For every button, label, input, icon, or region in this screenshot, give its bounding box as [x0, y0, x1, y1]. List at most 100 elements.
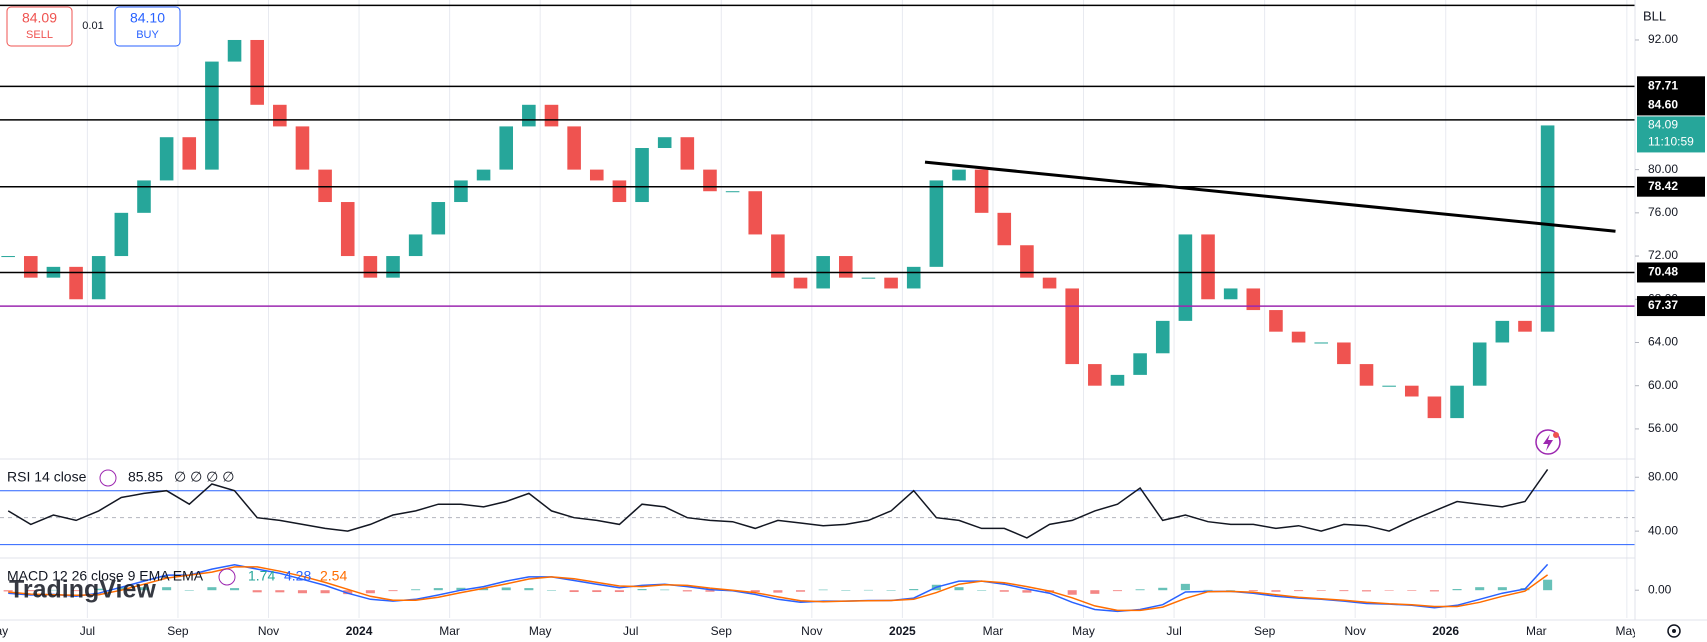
x-tick-label: Nov	[1345, 624, 1366, 638]
candle	[408, 234, 423, 257]
candle	[997, 212, 1012, 246]
buy-button[interactable]	[114, 6, 181, 47]
histogram-bar	[999, 590, 1009, 592]
histogram-bar	[909, 589, 919, 591]
histogram-bar	[1316, 590, 1326, 591]
candle	[159, 137, 174, 181]
macd-value: 4.28	[284, 568, 311, 584]
histogram-bar	[569, 590, 579, 593]
histogram-bar	[411, 589, 421, 591]
y-tick-label: 0.00	[1648, 582, 1672, 596]
candle	[771, 234, 785, 278]
sell-button[interactable]	[6, 6, 73, 47]
histogram-bar	[954, 587, 964, 591]
histogram-bar	[479, 588, 489, 591]
candle	[929, 180, 944, 267]
candle	[1178, 234, 1193, 321]
histogram-bar	[592, 590, 602, 593]
alert-dot	[1553, 432, 1559, 438]
histogram-bar	[1361, 590, 1372, 592]
candle	[1540, 125, 1555, 332]
rsi-nulls: ∅ ∅ ∅ ∅	[174, 469, 234, 485]
histogram-bar	[48, 589, 58, 591]
level-label: 84.60	[1648, 98, 1678, 112]
last-price-label: 84.09	[1648, 118, 1678, 132]
x-tick-label: May	[1072, 624, 1095, 638]
x-tick-label: Jul	[623, 624, 638, 638]
sell-price: 84.09	[22, 10, 57, 26]
macd-icon[interactable]	[218, 568, 236, 586]
level-label-box	[1637, 176, 1705, 197]
x-tick-label: 2024	[346, 624, 373, 638]
histogram-bar	[1135, 589, 1145, 591]
candle	[1020, 245, 1034, 278]
histogram-bar	[388, 590, 398, 592]
histogram-bar	[1067, 590, 1077, 595]
histogram-bar	[1543, 579, 1553, 591]
candle	[1359, 364, 1374, 386]
candle	[1291, 331, 1306, 343]
candle	[1042, 277, 1057, 289]
candle	[454, 180, 468, 203]
histogram-bar	[1112, 590, 1122, 592]
candle	[295, 126, 310, 170]
histogram-bar	[977, 590, 987, 591]
candle	[91, 256, 106, 300]
level-label-box	[1637, 76, 1705, 97]
level-label: 70.48	[1648, 265, 1678, 279]
histogram-bar	[207, 587, 217, 591]
level-label: 67.37	[1648, 298, 1678, 312]
candle	[1065, 288, 1079, 365]
candle	[1472, 342, 1487, 386]
level-label-box	[1637, 262, 1705, 283]
level-label: 78.42	[1648, 179, 1678, 193]
y-tick-label: 60.00	[1648, 378, 1678, 392]
histogram-bar	[1203, 589, 1213, 591]
histogram-bar	[750, 590, 760, 593]
y-tick-label: 76.00	[1648, 205, 1678, 219]
x-tick-label: 2026	[1432, 624, 1459, 638]
candle	[1314, 342, 1329, 344]
y-tick-label: 80.00	[1648, 162, 1678, 176]
level-label: 87.71	[1648, 78, 1678, 92]
histogram-bar	[1271, 590, 1281, 592]
histogram-bar	[818, 589, 828, 591]
countdown: 11:10:59	[1648, 135, 1694, 149]
histogram-bar	[320, 590, 330, 594]
y-tick-label: 64.00	[1648, 335, 1678, 349]
buy-label: BUY	[136, 29, 159, 41]
candle	[952, 169, 966, 181]
x-tick-label: Mar	[1526, 624, 1547, 638]
candle	[363, 256, 378, 278]
y-tick-label: 92.00	[1648, 32, 1678, 46]
candle	[1201, 234, 1215, 300]
histogram-bar	[71, 590, 81, 592]
histogram-bar	[1384, 590, 1394, 591]
settings-icon[interactable]	[1667, 624, 1681, 638]
symbol[interactable]: BLL	[1643, 8, 1666, 23]
histogram-bar	[3, 590, 13, 592]
x-tick-label: 2025	[889, 624, 916, 638]
x-tick-label: May	[529, 624, 552, 638]
macd-hist-value: 1.74	[248, 568, 275, 584]
alert-bolt	[1543, 434, 1553, 451]
plot-area: May Jul Sep Nov 2024 Mar May Jul Sep Nov 2025 Mar Ma…	[0, 0, 1638, 638]
x-tick-label: Mar	[983, 624, 1004, 638]
candle	[612, 180, 627, 203]
histogram-bar	[1475, 587, 1485, 591]
histogram-bar	[1090, 590, 1100, 594]
candle	[839, 256, 853, 278]
rsi-icon[interactable]	[99, 469, 117, 487]
macd-line	[8, 563, 1549, 613]
candle	[431, 202, 446, 235]
candle	[906, 266, 921, 289]
candle	[1450, 385, 1464, 419]
candle	[635, 148, 649, 203]
candle	[318, 169, 332, 203]
x-tick-label: May	[0, 624, 8, 638]
histogram-bar	[863, 589, 873, 591]
candle	[522, 104, 536, 127]
x-tick-label: Mar	[439, 624, 460, 638]
candle	[1382, 385, 1396, 387]
